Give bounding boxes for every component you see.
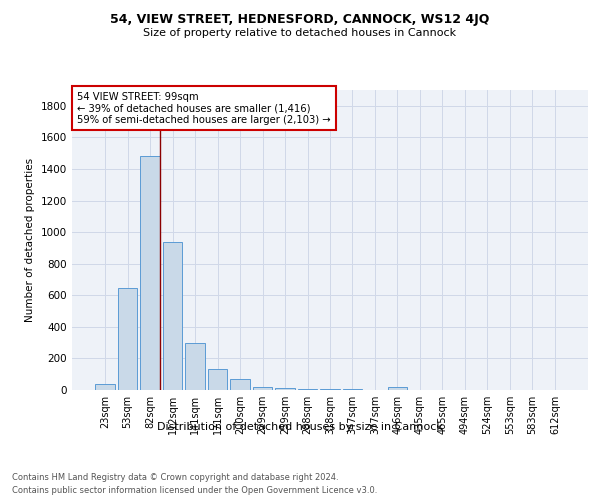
Text: Contains HM Land Registry data © Crown copyright and database right 2024.: Contains HM Land Registry data © Crown c… xyxy=(12,472,338,482)
Bar xyxy=(185,344,205,390)
Bar xyxy=(298,388,317,390)
Bar xyxy=(388,387,407,390)
Text: 54 VIEW STREET: 99sqm
← 39% of detached houses are smaller (1,416)
59% of semi-d: 54 VIEW STREET: 99sqm ← 39% of detached … xyxy=(77,92,331,124)
Bar xyxy=(253,386,272,390)
Bar xyxy=(208,370,227,390)
Bar xyxy=(230,380,250,390)
Text: Distribution of detached houses by size in Cannock: Distribution of detached houses by size … xyxy=(157,422,443,432)
Bar xyxy=(275,388,295,390)
Bar xyxy=(118,288,137,390)
Text: Contains public sector information licensed under the Open Government Licence v3: Contains public sector information licen… xyxy=(12,486,377,495)
Text: Size of property relative to detached houses in Cannock: Size of property relative to detached ho… xyxy=(143,28,457,38)
Bar xyxy=(95,384,115,390)
Text: 54, VIEW STREET, HEDNESFORD, CANNOCK, WS12 4JQ: 54, VIEW STREET, HEDNESFORD, CANNOCK, WS… xyxy=(110,12,490,26)
Bar xyxy=(140,156,160,390)
Bar xyxy=(320,389,340,390)
Bar xyxy=(163,242,182,390)
Y-axis label: Number of detached properties: Number of detached properties xyxy=(25,158,35,322)
